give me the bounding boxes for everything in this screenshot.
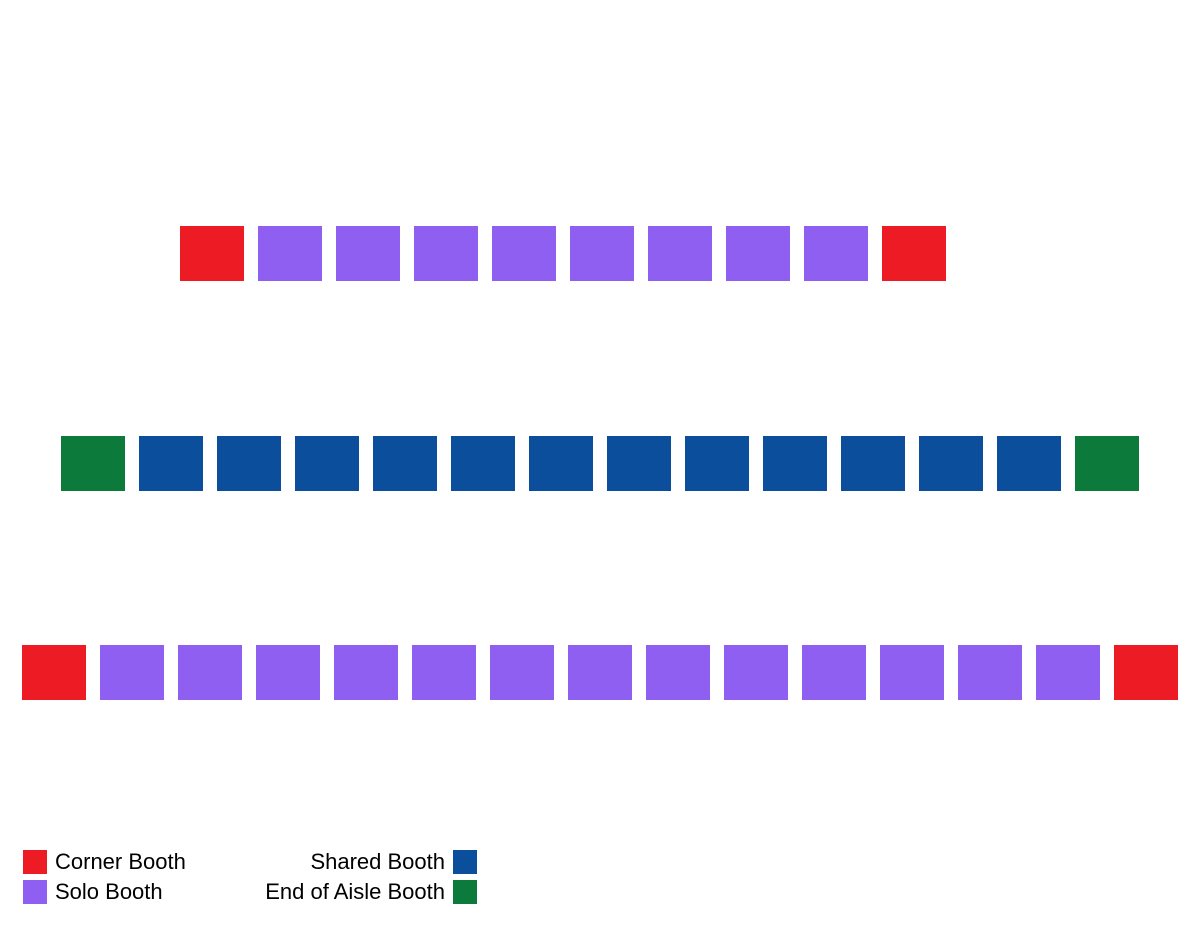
booth-solo	[336, 226, 400, 281]
booth-shared	[217, 436, 281, 491]
legend-row-2: Solo Booth End of Aisle Booth	[23, 879, 477, 905]
shared-swatch	[453, 850, 477, 874]
booth-solo	[648, 226, 712, 281]
booth-shared	[451, 436, 515, 491]
booth-solo	[802, 645, 866, 700]
booth-corner	[882, 226, 946, 281]
booth-solo	[804, 226, 868, 281]
legend-item-shared: Shared Booth	[225, 849, 477, 875]
booth-shared	[139, 436, 203, 491]
booth-solo	[726, 226, 790, 281]
booth-layout-diagram: Corner Booth Shared Booth Solo Booth End…	[0, 0, 1200, 927]
booth-end_of_aisle	[1075, 436, 1139, 491]
booth-solo	[100, 645, 164, 700]
booth-corner	[180, 226, 244, 281]
booth-solo	[958, 645, 1022, 700]
solo-swatch	[23, 880, 47, 904]
legend-label-shared: Shared Booth	[225, 849, 445, 875]
booth-row-2	[61, 436, 1139, 491]
booth-corner	[22, 645, 86, 700]
booth-shared	[373, 436, 437, 491]
booth-corner	[1114, 645, 1178, 700]
booth-shared	[529, 436, 593, 491]
booth-solo	[414, 226, 478, 281]
legend-row-1: Corner Booth Shared Booth	[23, 849, 477, 875]
booth-row-3	[22, 645, 1178, 700]
booth-shared	[763, 436, 827, 491]
end-of-aisle-swatch	[453, 880, 477, 904]
legend-label-end-of-aisle: End of Aisle Booth	[225, 879, 445, 905]
booth-shared	[919, 436, 983, 491]
legend-item-solo: Solo Booth	[23, 879, 215, 905]
booth-solo	[490, 645, 554, 700]
booth-solo	[570, 226, 634, 281]
booth-solo	[568, 645, 632, 700]
booth-solo	[724, 645, 788, 700]
booth-solo	[412, 645, 476, 700]
booth-end_of_aisle	[61, 436, 125, 491]
legend-item-corner: Corner Booth	[23, 849, 215, 875]
booth-solo	[256, 645, 320, 700]
booth-shared	[997, 436, 1061, 491]
legend-item-end-of-aisle: End of Aisle Booth	[225, 879, 477, 905]
legend: Corner Booth Shared Booth Solo Booth End…	[23, 849, 477, 905]
booth-solo	[880, 645, 944, 700]
legend-label-corner: Corner Booth	[55, 849, 215, 875]
booth-shared	[685, 436, 749, 491]
booth-shared	[295, 436, 359, 491]
legend-label-solo: Solo Booth	[55, 879, 215, 905]
booth-solo	[1036, 645, 1100, 700]
booth-solo	[646, 645, 710, 700]
corner-swatch	[23, 850, 47, 874]
booth-solo	[178, 645, 242, 700]
booth-shared	[607, 436, 671, 491]
booth-shared	[841, 436, 905, 491]
booth-solo	[334, 645, 398, 700]
booth-row-1	[180, 226, 946, 281]
booth-solo	[492, 226, 556, 281]
booth-solo	[258, 226, 322, 281]
